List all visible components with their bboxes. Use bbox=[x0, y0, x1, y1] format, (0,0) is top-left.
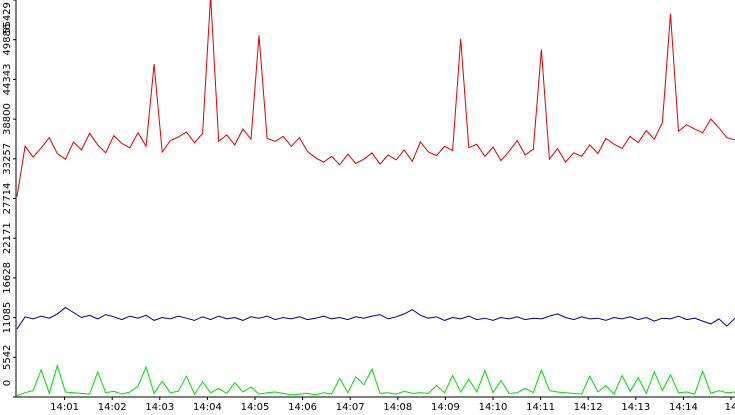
y-tick-label: 49886 bbox=[2, 24, 13, 56]
x-tick-label: 14:09 bbox=[431, 402, 460, 413]
x-tick-label: 14:03 bbox=[145, 402, 174, 413]
x-tick-label: 14:08 bbox=[383, 402, 412, 413]
x-tick-label: 14:05 bbox=[241, 402, 270, 413]
x-tick-label: 14:04 bbox=[193, 402, 222, 413]
x-tick-label: 14:11 bbox=[526, 402, 555, 413]
y-tick-label: 27714 bbox=[2, 183, 13, 215]
x-tick-label: 14:13 bbox=[621, 402, 650, 413]
series-line bbox=[16, 306, 735, 330]
y-tick-label: 38800 bbox=[2, 103, 13, 135]
x-tick-label: 14:12 bbox=[574, 402, 603, 413]
x-tick-label: 14:02 bbox=[98, 402, 127, 413]
x-tick-label: 14 bbox=[725, 402, 735, 413]
series-line bbox=[16, 0, 735, 197]
y-tick-label: 55429 bbox=[2, 2, 13, 34]
y-tick-label: 5542 bbox=[2, 345, 13, 370]
y-tick-label: 44343 bbox=[2, 63, 13, 95]
x-tick-label: 14:01 bbox=[50, 402, 79, 413]
y-tick-label: 33257 bbox=[2, 143, 13, 175]
y-tick-label: 22171 bbox=[2, 222, 13, 254]
x-tick-label: 14:10 bbox=[479, 402, 508, 413]
y-tick-label: 0 bbox=[2, 380, 13, 386]
y-tick-label: 11085 bbox=[2, 302, 13, 334]
x-tick-label: 14:06 bbox=[288, 402, 317, 413]
y-tick-label: 16628 bbox=[2, 262, 13, 294]
x-tick-label: 14:14 bbox=[669, 402, 698, 413]
x-tick-label: 14:07 bbox=[336, 402, 365, 413]
series-line bbox=[16, 363, 735, 397]
